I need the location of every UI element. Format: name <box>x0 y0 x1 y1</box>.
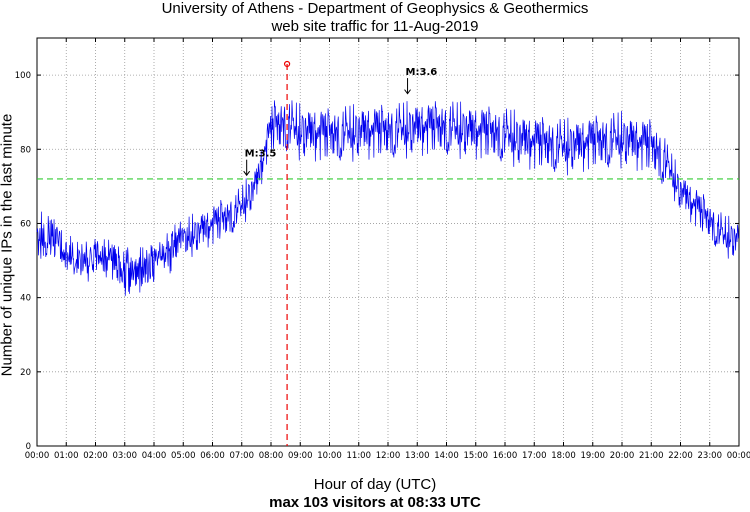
x-tick-label: 15:00 <box>464 451 489 461</box>
max-marker <box>283 60 291 68</box>
earthquake-arrow-head <box>243 170 251 177</box>
x-tick-label: 07:00 <box>230 451 255 461</box>
x-axis-label-block: Hour of day (UTC) max 103 visitors at 08… <box>0 476 750 512</box>
x-tick-label: 22:00 <box>668 451 693 461</box>
x-tick-label: 20:00 <box>610 451 635 461</box>
y-tick-label: 40 <box>20 294 31 304</box>
earthquake-annotation-label: M:3.5 <box>245 149 277 160</box>
x-tick-label: 17:00 <box>522 451 547 461</box>
y-tick-label: 60 <box>20 219 31 229</box>
overlay-layer: M:3.5 M:3.6 <box>37 60 739 446</box>
x-tick-label: 12:00 <box>376 451 401 461</box>
grid <box>37 38 739 446</box>
x-tick-label: 03:00 <box>113 451 138 461</box>
x-tick-label: 13:00 <box>405 451 430 461</box>
x-tick-label: 18:00 <box>551 451 576 461</box>
x-tick-label: 01:00 <box>54 451 79 461</box>
earthquake-arrow-head <box>404 89 411 95</box>
x-axis-label: Hour of day (UTC) <box>313 476 437 493</box>
axes: 00:00 01:00 02:00 03:00 04:00 05:00 06:00 07:00… <box>15 38 750 461</box>
y-tick-label: 80 <box>20 145 31 155</box>
traffic-series-line <box>36 100 739 296</box>
x-tick-label: 00:00 <box>727 451 750 461</box>
x-tick-label: 16:00 <box>493 451 518 461</box>
x-tick-label: 08:00 <box>259 451 284 461</box>
x-tick-label: 19:00 <box>581 451 606 461</box>
x-tick-label: 10:00 <box>317 451 342 461</box>
earthquake-annotation-label: M:3.6 <box>406 67 438 78</box>
series-layer <box>36 100 739 296</box>
chart-title: University of Athens - Department of Geo… <box>161 0 589 17</box>
x-tick-label: 21:00 <box>639 451 664 461</box>
x-tick-label: 05:00 <box>171 451 196 461</box>
x-tick-label: 04:00 <box>142 451 167 461</box>
y-tick-label: 0 <box>26 442 31 452</box>
chart-title-block: University of Athens - Department of Geo… <box>0 0 750 36</box>
x-tick-label: 06:00 <box>200 451 225 461</box>
y-tick-label: 20 <box>20 368 31 378</box>
x-tick-label: 02:00 <box>83 451 108 461</box>
x-tick-label: 14:00 <box>434 451 459 461</box>
x-tick-label: 11:00 <box>347 451 372 461</box>
chart-subtitle: web site traffic for 11-Aug-2019 <box>271 18 479 35</box>
x-tick-label: 00:00 <box>25 451 50 461</box>
y-tick-label: 100 <box>15 71 31 81</box>
max-visitors-note: max 103 visitors at 08:33 UTC <box>269 494 481 511</box>
x-tick-label: 23:00 <box>698 451 723 461</box>
x-tick-label: 09:00 <box>288 451 313 461</box>
